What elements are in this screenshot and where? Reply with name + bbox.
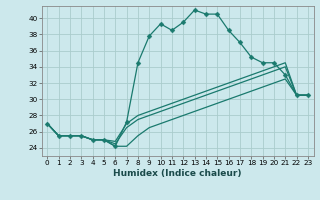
X-axis label: Humidex (Indice chaleur): Humidex (Indice chaleur) [113, 169, 242, 178]
